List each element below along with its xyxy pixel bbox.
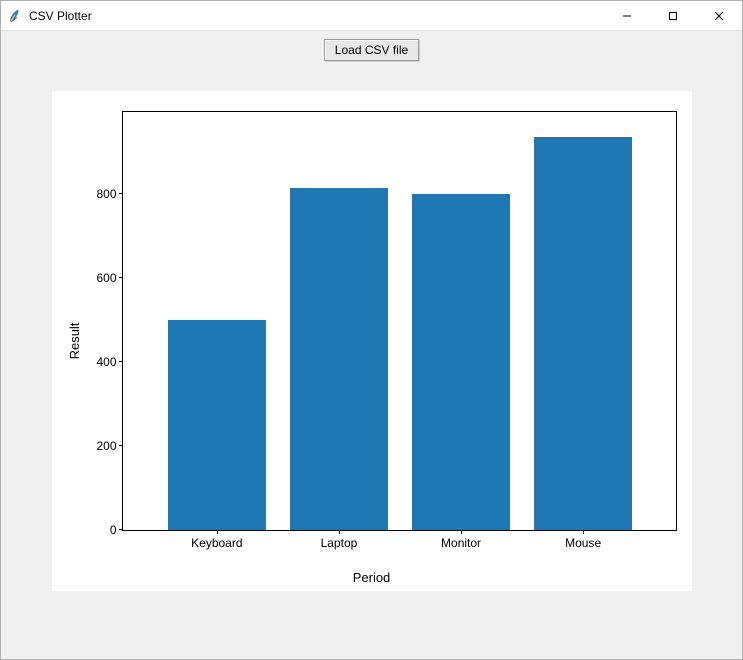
y-tick-mark [119, 445, 123, 446]
load-csv-button[interactable]: Load CSV file [324, 39, 419, 61]
bar [534, 137, 632, 530]
y-tick-mark [119, 277, 123, 278]
y-tick-label: 0 [110, 523, 117, 537]
y-tick-label: 200 [96, 439, 116, 453]
maximize-button[interactable] [650, 1, 696, 30]
bar [168, 320, 266, 530]
minimize-button[interactable] [604, 1, 650, 30]
plot-frame: 0200400600800KeyboardLaptopMonitorMouse [122, 111, 677, 531]
x-tick-mark [339, 530, 340, 534]
x-axis-label: Period [353, 570, 391, 585]
y-tick-label: 800 [96, 187, 116, 201]
y-tick-label: 600 [96, 271, 116, 285]
x-tick-mark [461, 530, 462, 534]
x-tick-label: Monitor [441, 536, 481, 550]
x-tick-label: Keyboard [191, 536, 242, 550]
y-axis-label: Result [66, 323, 81, 360]
app-feather-icon [7, 8, 23, 24]
y-tick-mark [119, 193, 123, 194]
bar [412, 194, 510, 530]
titlebar: CSV Plotter [1, 1, 742, 31]
x-tick-label: Laptop [321, 536, 358, 550]
chart-canvas: Result Period 0200400600800KeyboardLapto… [52, 91, 692, 591]
y-tick-mark [119, 361, 123, 362]
content-area: Load CSV file Result Period 020040060080… [1, 31, 742, 659]
y-tick-label: 400 [96, 355, 116, 369]
window-title: CSV Plotter [29, 9, 604, 23]
bar [290, 188, 388, 530]
close-button[interactable] [696, 1, 742, 30]
y-tick-mark [119, 529, 123, 530]
x-tick-label: Mouse [565, 536, 601, 550]
x-tick-mark [217, 530, 218, 534]
x-tick-mark [583, 530, 584, 534]
app-window: CSV Plotter Load CSV file Result Period … [0, 0, 743, 660]
window-controls [604, 1, 742, 30]
